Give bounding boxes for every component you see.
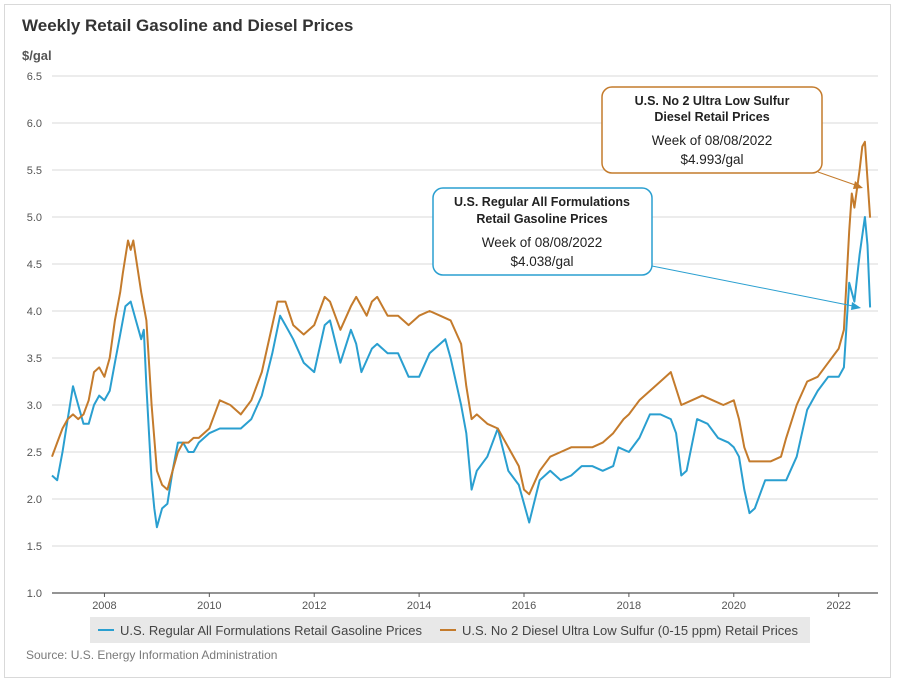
diesel-callout-arrowhead <box>853 181 863 189</box>
legend: U.S. Regular All Formulations Retail Gas… <box>90 617 810 643</box>
x-tick-label: 2014 <box>407 600 431 612</box>
gasoline-callout-value: $4.038/gal <box>510 254 573 269</box>
gasoline-callout-arrowhead <box>851 302 861 310</box>
x-tick-label: 2010 <box>197 600 221 612</box>
x-tick-label: 2022 <box>826 600 850 612</box>
x-tick-label: 2020 <box>722 600 746 612</box>
diesel-callout-pointer <box>817 171 862 188</box>
gasoline-price-line <box>51 216 872 529</box>
y-tick-label: 2.0 <box>27 494 42 506</box>
gasoline-callout: U.S. Regular All Formulations Retail Gas… <box>432 187 861 310</box>
x-tick-label: 2012 <box>302 600 326 612</box>
diesel-callout-value: $4.993/gal <box>680 152 743 167</box>
gasoline-callout-title-2: Retail Gasoline Prices <box>476 212 607 226</box>
legend-label-gasoline[interactable]: U.S. Regular All Formulations Retail Gas… <box>120 623 423 638</box>
y-tick-label: 2.5 <box>27 447 42 459</box>
y-tick-label: 3.0 <box>27 400 42 412</box>
x-axis-ticks: 2008 2010 2012 2014 2016 2018 2020 2022 <box>92 593 851 612</box>
y-tick-label: 4.5 <box>27 259 42 271</box>
diesel-price-line <box>51 140 872 496</box>
gasoline-callout-pointer <box>651 265 859 308</box>
x-tick-label: 2018 <box>617 600 641 612</box>
chart-title: Weekly Retail Gasoline and Diesel Prices <box>22 16 354 35</box>
diesel-callout-box <box>601 86 823 174</box>
y-tick-label: 3.5 <box>27 353 42 365</box>
y-axis-unit-label: $/gal <box>22 48 52 63</box>
diesel-callout-title-2: Diesel Retail Prices <box>654 110 769 124</box>
y-tick-label: 5.5 <box>27 165 42 177</box>
y-tick-label: 6.5 <box>27 71 42 83</box>
gasoline-callout-box <box>432 187 653 276</box>
y-tick-label: 6.0 <box>27 118 42 130</box>
gasoline-callout-title-1: U.S. Regular All Formulations <box>454 195 630 209</box>
y-axis-ticks: 1.0 1.5 2.0 2.5 3.0 3.5 4.0 4.5 5.0 5.5 6.0 6.5 <box>27 71 42 600</box>
y-tick-label: 5.0 <box>27 212 42 224</box>
diesel-callout-title-1: U.S. No 2 Ultra Low Sulfur <box>635 94 790 108</box>
series-lines <box>51 140 872 529</box>
y-tick-label: 1.0 <box>27 588 42 600</box>
diesel-callout: U.S. No 2 Ultra Low Sulfur Diesel Retail… <box>601 86 863 189</box>
source-note: Source: U.S. Energy Information Administ… <box>26 648 278 662</box>
gasoline-callout-week: Week of 08/08/2022 <box>482 235 603 250</box>
diesel-callout-week: Week of 08/08/2022 <box>652 133 773 148</box>
y-tick-label: 4.0 <box>27 306 42 318</box>
legend-label-diesel[interactable]: U.S. No 2 Diesel Ultra Low Sulfur (0-15 … <box>462 623 798 638</box>
x-tick-label: 2008 <box>92 600 116 612</box>
y-tick-label: 1.5 <box>27 541 42 553</box>
x-tick-label: 2016 <box>512 600 536 612</box>
